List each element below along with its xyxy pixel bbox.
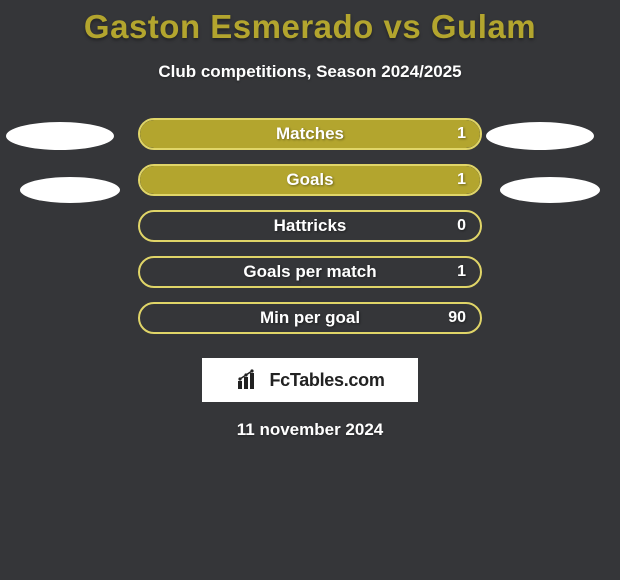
stat-value: 1: [457, 171, 466, 189]
decorative-ellipse: [500, 177, 600, 203]
stat-row-goals: Goals 1: [138, 164, 482, 196]
stat-label: Min per goal: [140, 308, 480, 328]
logo-box: FcTables.com: [202, 358, 418, 402]
decorative-ellipse: [20, 177, 120, 203]
date-text: 11 november 2024: [0, 420, 620, 440]
page-title: Gaston Esmerado vs Gulam: [0, 0, 620, 46]
decorative-ellipse: [486, 122, 594, 150]
logo-chart-icon: [235, 369, 263, 391]
stat-value: 1: [457, 263, 466, 281]
stat-label: Goals per match: [140, 262, 480, 282]
page: Gaston Esmerado vs Gulam Club competitio…: [0, 0, 620, 580]
stat-row-mpg: Min per goal 90: [138, 302, 482, 334]
page-subtitle: Club competitions, Season 2024/2025: [0, 62, 620, 82]
stat-row-matches: Matches 1: [138, 118, 482, 150]
stat-row-hattricks: Hattricks 0: [138, 210, 482, 242]
stat-label: Goals: [140, 170, 480, 190]
logo-text: FcTables.com: [269, 370, 384, 391]
stat-row-gpm: Goals per match 1: [138, 256, 482, 288]
stat-value: 1: [457, 125, 466, 143]
stats-container: Matches 1 Goals 1 Hattricks 0 Goals per …: [0, 118, 620, 334]
stat-label: Hattricks: [140, 216, 480, 236]
decorative-ellipse: [6, 122, 114, 150]
stat-value: 90: [448, 309, 466, 327]
stat-label: Matches: [140, 124, 480, 144]
stat-value: 0: [457, 217, 466, 235]
